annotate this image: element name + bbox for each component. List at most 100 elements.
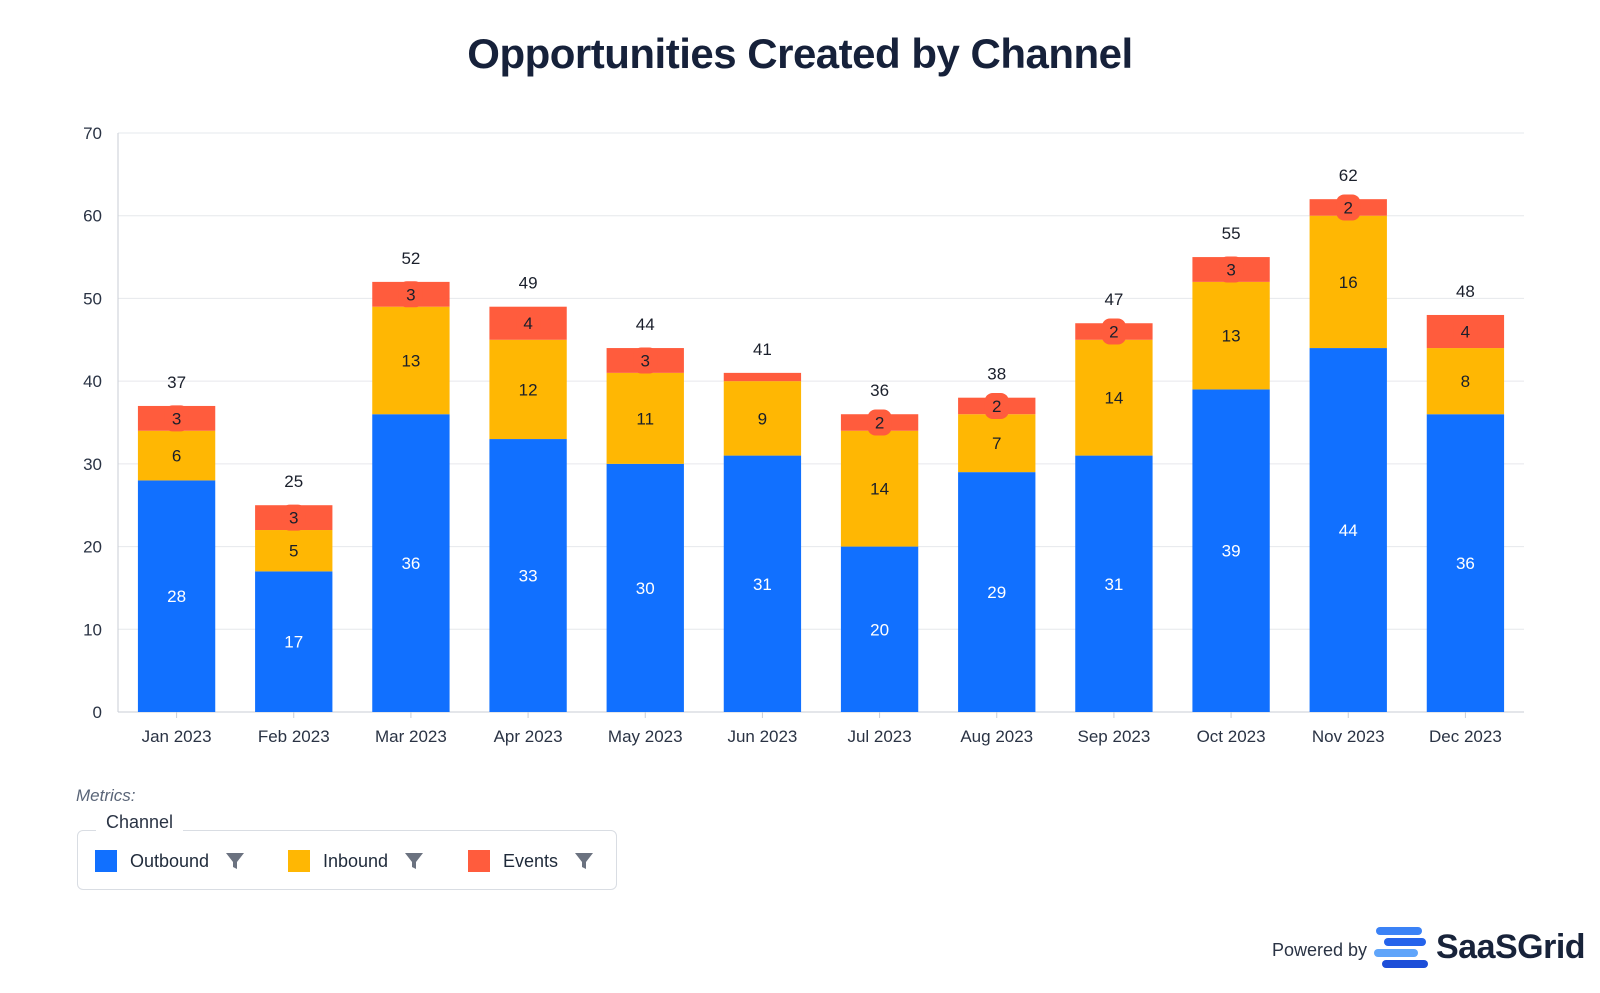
data-label-outbound: 33 — [519, 567, 538, 586]
legend-label-events: Events — [503, 850, 559, 871]
data-label-events: 3 — [1226, 260, 1235, 279]
bar-segment-inbound[interactable] — [606, 372, 684, 464]
funnel-icon[interactable] — [225, 851, 245, 871]
total-label: 37 — [167, 373, 186, 392]
legend-item-outbound[interactable]: Outbound — [95, 831, 245, 891]
legend-swatch-events — [468, 850, 490, 872]
y-tick-label: 10 — [83, 620, 102, 639]
x-tick-label: May 2023 — [608, 727, 683, 746]
data-label-outbound: 20 — [870, 620, 889, 639]
data-label-events: 2 — [875, 414, 884, 433]
bar-segment-inbound[interactable] — [255, 530, 333, 572]
data-label-badge — [633, 347, 658, 374]
data-label-inbound: 8 — [1461, 372, 1470, 391]
data-label-inbound: 12 — [519, 380, 538, 399]
bar-segment-outbound[interactable] — [137, 480, 216, 712]
total-label: 47 — [1104, 290, 1123, 309]
y-tick-label: 70 — [83, 124, 102, 143]
bar-segment-outbound[interactable] — [1192, 389, 1270, 712]
bar-segment-outbound[interactable] — [489, 439, 567, 712]
y-tick-label: 40 — [83, 372, 102, 391]
data-label-badge — [281, 504, 306, 531]
bar-segment-inbound[interactable] — [372, 306, 450, 415]
bar-segment-inbound[interactable] — [958, 414, 1036, 473]
powered-by-text: Powered by — [1272, 940, 1368, 960]
total-label: 55 — [1222, 224, 1241, 243]
data-label-outbound: 29 — [987, 583, 1006, 602]
bar-segment-outbound[interactable] — [1309, 348, 1387, 712]
bar-segment-outbound[interactable] — [606, 463, 684, 712]
data-label-badge — [164, 405, 189, 432]
data-label-badge — [1453, 318, 1478, 345]
data-label-events: 2 — [992, 397, 1001, 416]
bar-segment-inbound[interactable] — [723, 381, 802, 456]
legend-label-inbound: Inbound — [323, 850, 389, 871]
bar-segment-inbound[interactable] — [1075, 339, 1153, 456]
data-label-outbound: 36 — [401, 554, 420, 573]
bar-segment-inbound[interactable] — [1426, 348, 1505, 415]
data-label-inbound: 7 — [992, 434, 1001, 453]
data-label-inbound: 13 — [1222, 327, 1241, 346]
data-label-badge — [1336, 194, 1361, 221]
bar-segment-outbound[interactable] — [958, 472, 1036, 712]
bar-segment-outbound[interactable] — [840, 546, 919, 712]
data-label-outbound: 28 — [167, 587, 186, 606]
bar-segment-events[interactable] — [723, 372, 802, 382]
bar-segment-outbound[interactable] — [723, 455, 802, 712]
data-label-inbound: 16 — [1339, 273, 1358, 292]
total-label: 52 — [401, 249, 420, 268]
data-label-inbound: 11 — [636, 409, 654, 428]
data-label-outbound: 39 — [1222, 542, 1241, 561]
bar-segment-inbound[interactable] — [137, 430, 216, 481]
data-label-outbound: 30 — [636, 579, 655, 598]
y-tick-label: 60 — [83, 207, 102, 226]
funnel-icon[interactable] — [574, 851, 594, 871]
data-label-badge — [867, 409, 892, 436]
data-label-events: 3 — [406, 285, 415, 304]
bar-segment-inbound[interactable] — [1192, 281, 1270, 390]
total-label: 62 — [1339, 166, 1358, 185]
data-label-events: 4 — [523, 314, 532, 333]
legend: Outbound Inbound Events — [77, 830, 617, 890]
total-label: 25 — [284, 472, 303, 491]
bar-segment-outbound[interactable] — [372, 414, 450, 712]
legend-item-inbound[interactable]: Inbound — [288, 831, 424, 891]
data-label-outbound: 44 — [1339, 521, 1358, 540]
x-tick-label: Jul 2023 — [847, 727, 911, 746]
data-label-outbound: 17 — [284, 633, 303, 652]
data-label-badge — [984, 392, 1009, 419]
total-label: 36 — [870, 381, 889, 400]
legend-caption: Channel — [96, 812, 184, 833]
bars — [137, 199, 1505, 712]
data-label-events: 3 — [641, 351, 650, 370]
total-label: 44 — [636, 315, 655, 334]
bar-segment-outbound[interactable] — [1075, 455, 1153, 712]
bar-segment-outbound[interactable] — [1426, 414, 1505, 712]
bar-segment-outbound[interactable] — [255, 571, 333, 712]
data-label-inbound: 13 — [401, 351, 420, 370]
bar-segment-inbound[interactable] — [1309, 215, 1387, 349]
y-tick-label: 20 — [83, 538, 102, 557]
x-tick-label: Oct 2023 — [1197, 727, 1266, 746]
bar-segment-inbound[interactable] — [489, 339, 567, 440]
chart-title: Opportunities Created by Channel — [467, 30, 1133, 77]
y-tick-label: 50 — [83, 289, 102, 308]
data-label-outbound: 36 — [1456, 554, 1475, 573]
data-label-events: 2 — [1344, 198, 1353, 217]
x-tick-label: Aug 2023 — [960, 727, 1033, 746]
brand-name: SaaSGrid — [1436, 928, 1586, 966]
data-label-inbound: 5 — [289, 542, 298, 561]
x-tick-label: Sep 2023 — [1078, 727, 1151, 746]
data-label-outbound: 31 — [1104, 575, 1123, 594]
data-label-badge — [1101, 318, 1126, 345]
total-label: 41 — [753, 340, 772, 359]
data-label-inbound: 14 — [870, 480, 889, 499]
bar-segment-inbound[interactable] — [840, 430, 919, 547]
funnel-icon[interactable] — [404, 851, 424, 871]
y-tick-label: 30 — [83, 455, 102, 474]
x-tick-label: Nov 2023 — [1312, 727, 1385, 746]
data-label-badge — [398, 281, 423, 308]
stacked-bar-chart: 0 10 20 30 40 50 60 70 Jan 2023 Feb 2023 Mar 2023 A… — [83, 124, 1524, 746]
data-label-events: 2 — [1109, 323, 1118, 342]
legend-item-events[interactable]: Events — [468, 831, 594, 891]
